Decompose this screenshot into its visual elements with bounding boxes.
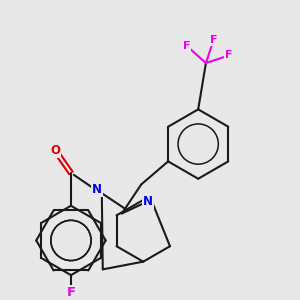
Text: O: O: [50, 144, 61, 157]
Text: F: F: [183, 41, 190, 51]
Text: F: F: [225, 50, 233, 60]
Text: N: N: [143, 195, 153, 208]
Text: F: F: [66, 286, 76, 299]
Text: N: N: [92, 183, 102, 196]
Text: F: F: [210, 35, 218, 45]
